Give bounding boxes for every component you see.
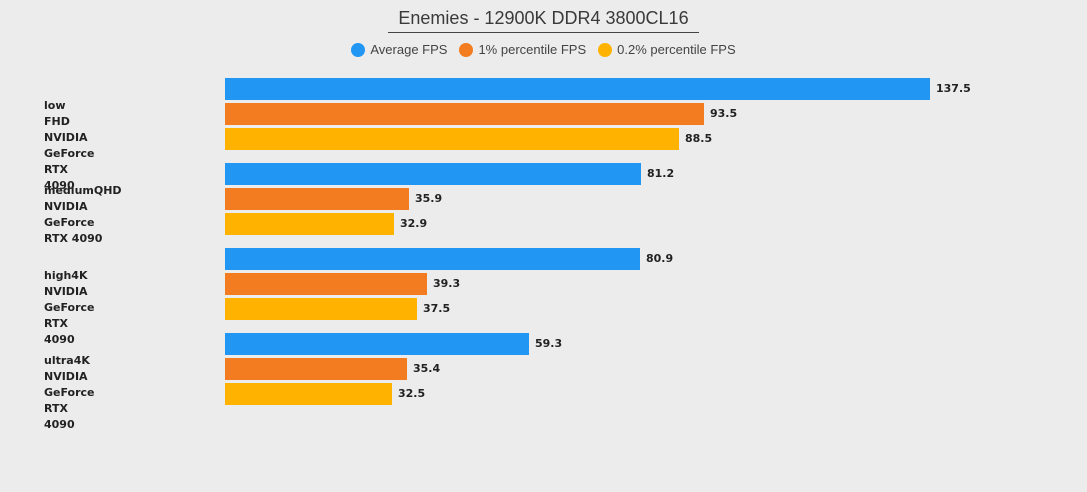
legend-label-1: 1% percentile FPS	[478, 42, 587, 57]
legend-swatch-2	[598, 42, 613, 57]
data-label-3-1: 35.4	[413, 362, 441, 375]
chart-title: Enemies - 12900K DDR4 3800CL16	[0, 8, 1087, 33]
data-label-2-1: 39.3	[433, 277, 461, 290]
legend-label-2: 0.2% percentile FPS	[617, 42, 736, 57]
category-label-gpu: NVIDIA GeForce RTX 4090	[44, 370, 95, 431]
data-label-3-2: 32.5	[398, 387, 426, 400]
category-label-gpu: NVIDIA GeForce RTX 4090	[44, 200, 103, 245]
data-label-0-2: 88.5	[685, 132, 713, 145]
bar-2-1[interactable]	[225, 273, 427, 295]
data-label-1-0: 81.2	[647, 167, 675, 180]
legend-swatch-0	[351, 42, 366, 57]
category-label-setting: ultra4K	[44, 354, 90, 367]
data-label-2-0: 80.9	[646, 252, 674, 265]
bar-1-2[interactable]	[225, 213, 394, 235]
bar-2-2[interactable]	[225, 298, 417, 320]
data-label-0-1: 93.5	[710, 107, 738, 120]
category-label-1: mediumQHD NVIDIA GeForce RTX 4090	[44, 183, 122, 247]
legend-item-1[interactable]: 1% percentile FPS	[459, 42, 586, 57]
bar-1-0[interactable]	[225, 163, 641, 185]
category-label-3: ultra4K NVIDIA GeForce RTX 4090	[44, 353, 95, 433]
bar-0-1[interactable]	[225, 103, 704, 125]
data-label-1-1: 35.9	[415, 192, 443, 205]
category-label-gpu: NVIDIA GeForce RTX 4090	[44, 131, 95, 192]
legend: Average FPS 1% percentile FPS 0.2% percent…	[0, 42, 1087, 57]
category-label-setting: low FHD	[44, 99, 70, 128]
category-label-gpu: NVIDIA GeForce RTX 4090	[44, 285, 95, 346]
category-label-0: low FHD NVIDIA GeForce RTX 4090	[44, 98, 95, 194]
bar-3-0[interactable]	[225, 333, 529, 355]
bar-3-2[interactable]	[225, 383, 392, 405]
data-label-1-2: 32.9	[400, 217, 428, 230]
bar-0-0[interactable]	[225, 78, 930, 100]
data-label-0-0: 137.5	[936, 82, 971, 95]
data-label-3-0: 59.3	[535, 337, 563, 350]
bar-2-0[interactable]	[225, 248, 640, 270]
data-label-2-2: 37.5	[423, 302, 451, 315]
bar-3-1[interactable]	[225, 358, 407, 380]
category-label-setting: mediumQHD	[44, 184, 122, 197]
category-label-2: high4K NVIDIA GeForce RTX 4090	[44, 268, 95, 348]
bar-1-1[interactable]	[225, 188, 409, 210]
legend-item-0[interactable]: Average FPS	[351, 42, 447, 57]
legend-label-0: Average FPS	[370, 42, 448, 57]
chart-title-text: Enemies - 12900K DDR4 3800CL16	[388, 8, 699, 33]
legend-swatch-1	[459, 42, 474, 57]
bar-0-2[interactable]	[225, 128, 679, 150]
legend-item-2[interactable]: 0.2% percentile FPS	[598, 42, 736, 57]
category-label-setting: high4K	[44, 269, 88, 282]
